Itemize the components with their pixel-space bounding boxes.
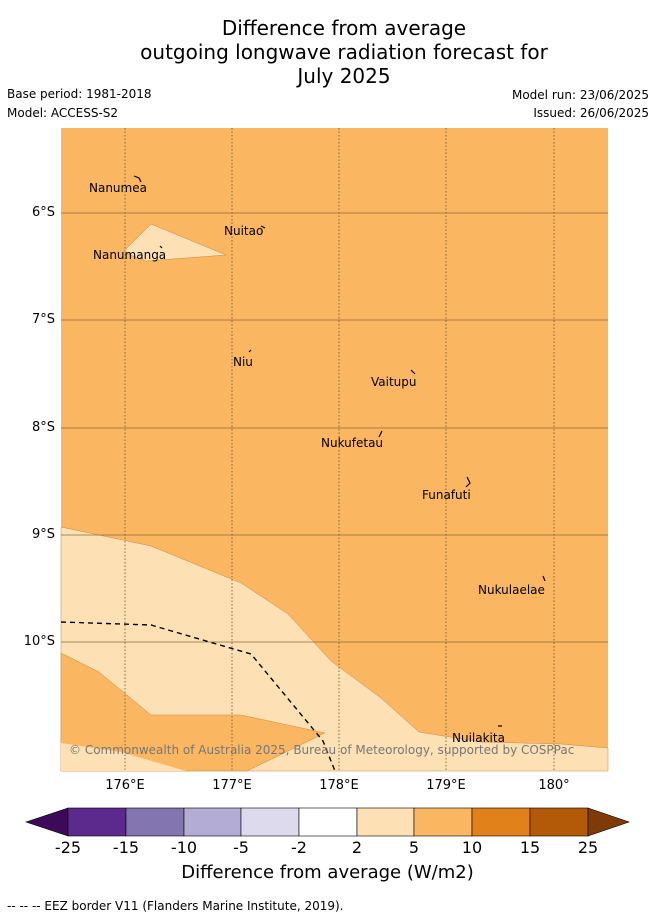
place-label-nanumea: Nanumea: [89, 181, 147, 195]
lat-label-6s: 6°S: [31, 205, 55, 220]
longitude-gridlines: [124, 128, 555, 771]
colorbar-extend-high: [587, 807, 630, 837]
place-label-niu: Niu: [233, 355, 253, 369]
colorbar-tick: -15: [112, 838, 140, 857]
place-label-nukulaelae: Nukulaelae: [478, 583, 545, 597]
colorbar-bin-8: [471, 807, 531, 837]
anomaly-field-2-5-nanumanga: [122, 223, 227, 262]
colorbar-tick: -10: [170, 838, 198, 857]
eez-footnote: -- -- -- EEZ border V11 (Flanders Marine…: [7, 899, 344, 913]
issued-date: Issued: 26/06/2025: [533, 106, 649, 120]
title-line-2: outgoing longwave radiation forecast for: [140, 40, 548, 64]
place-label-funafuti: Funafuti: [422, 488, 471, 502]
lon-label-177e: 177°E: [212, 778, 252, 793]
colorbar-bin-9: [529, 807, 589, 837]
place-labels: Nanumea Nuitao Nanumanga Niu Vaitupu Nuk…: [89, 181, 545, 745]
colorbar-tick: -25: [54, 838, 82, 857]
colorbar-extend-low: [25, 807, 69, 837]
map-panel: Nanumea Nuitao Nanumanga Niu Vaitupu Nuk…: [60, 128, 609, 772]
colorbar-bin-4: [240, 807, 300, 837]
base-period: Base period: 1981-2018: [7, 87, 152, 101]
colorbar-tick: 15: [519, 838, 541, 857]
copyright-notice: © Commonwealth of Australia 2025, Bureau…: [69, 743, 574, 757]
colorbar-bin-2: [125, 807, 185, 837]
colorbar-tick: 25: [577, 838, 599, 857]
anomaly-field-2-5-corner: [61, 743, 186, 771]
colorbar-tick: -2: [291, 838, 307, 857]
lat-label-7s: 7°S: [31, 312, 55, 327]
lon-label-179e: 179°E: [426, 778, 466, 793]
island-outlines: [133, 175, 546, 727]
model-name: Model: ACCESS-S2: [7, 106, 119, 120]
title-line-3: July 2025: [297, 64, 391, 88]
lat-label-9s: 9°S: [31, 527, 55, 542]
colorbar-bin-5: [298, 807, 358, 837]
colorbar-bin-1: [67, 807, 127, 837]
latitude-gridlines: [61, 212, 608, 643]
colorbar-bin-6: [356, 807, 415, 837]
anomaly-field-2-5-south: [60, 526, 609, 772]
title-line-1: Difference from average: [221, 16, 467, 40]
lat-label-10s: 10°S: [23, 634, 55, 649]
colorbar-bin-3: [183, 807, 242, 837]
place-label-nuilakita: Nuilakita: [452, 731, 505, 745]
lon-label-180: 180°: [538, 778, 570, 793]
lon-label-178e: 178°E: [319, 778, 359, 793]
colorbar-tick: 2: [351, 838, 363, 857]
place-label-nuitao: Nuitao: [224, 224, 263, 238]
eez-border: [60, 621, 336, 772]
place-label-nanumanga: Nanumanga: [93, 248, 166, 262]
lat-label-8s: 8°S: [31, 420, 55, 435]
place-label-nukufetau: Nukufetau: [321, 436, 383, 450]
chart-title: Difference from average outgoing longwav…: [0, 16, 655, 88]
lon-label-176e: 176°E: [105, 778, 145, 793]
colorbar-tick: 10: [461, 838, 483, 857]
place-label-vaitupu: Vaitupu: [371, 375, 417, 389]
colorbar: [25, 807, 630, 837]
colorbar-title: Difference from average (W/m2): [181, 862, 474, 883]
colorbar-bin-7: [413, 807, 473, 837]
colorbar-tick: 5: [408, 838, 420, 857]
colorbar-tick: -5: [233, 838, 249, 857]
model-run: Model run: 23/06/2025: [511, 88, 649, 102]
